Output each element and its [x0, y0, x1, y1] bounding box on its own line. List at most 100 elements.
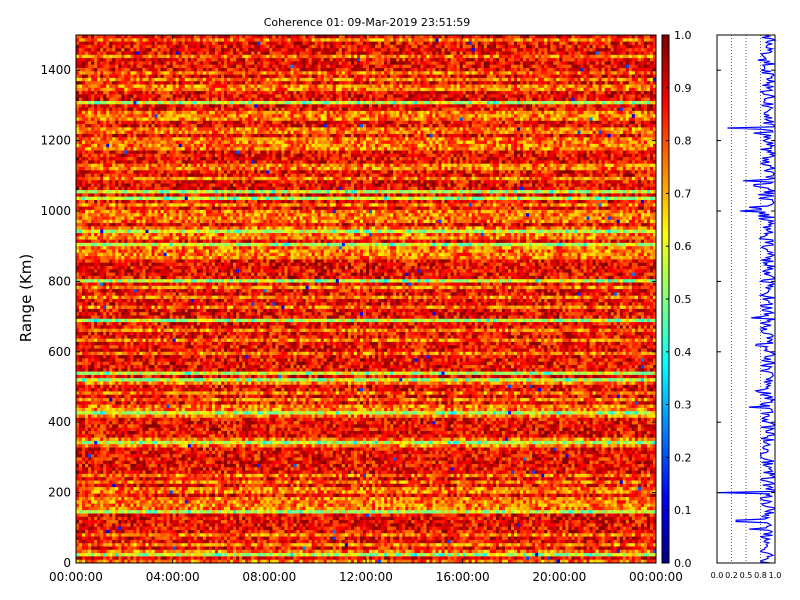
heatmap-cell — [82, 71, 86, 75]
heatmap-cell — [181, 101, 186, 105]
heatmap-cell — [121, 97, 125, 102]
heatmap-cell — [326, 54, 331, 59]
heatmap-cell — [157, 35, 161, 39]
heatmap-cell — [121, 68, 125, 72]
heatmap-cell — [556, 101, 560, 105]
heatmap-cell — [124, 94, 128, 99]
heatmap-cell — [278, 64, 282, 69]
heatmap-cell — [393, 97, 397, 102]
heatmap-cell — [523, 41, 527, 46]
heatmap-cell — [381, 44, 385, 49]
heatmap-cell — [637, 77, 642, 82]
heatmap-cell — [227, 117, 231, 122]
heatmap-cell — [359, 77, 364, 82]
heatmap-cell — [329, 54, 334, 59]
heatmap-cell — [526, 71, 530, 75]
heatmap-cell — [257, 35, 261, 39]
heatmap-cell — [211, 101, 216, 105]
heatmap-cell — [251, 68, 255, 72]
heatmap-cell — [598, 35, 603, 39]
heatmap-cell — [550, 77, 554, 82]
heatmap-cell — [359, 94, 364, 99]
heatmap-cell — [130, 44, 134, 49]
heatmap-cell — [91, 41, 95, 46]
heatmap-cell — [356, 68, 361, 72]
heatmap-cell — [652, 117, 657, 122]
heatmap-cell — [468, 68, 473, 72]
heatmap-cell — [181, 41, 186, 46]
heatmap-cell — [541, 77, 545, 82]
heatmap-cell — [94, 104, 98, 108]
heatmap-cell — [248, 68, 252, 72]
heatmap-cell — [332, 107, 337, 112]
heatmap-cell — [196, 91, 201, 95]
heatmap-cell — [121, 110, 125, 115]
heatmap-cell — [208, 104, 213, 108]
heatmap-cell — [414, 77, 418, 82]
heatmap-cell — [350, 117, 355, 122]
heatmap-cell — [163, 41, 168, 46]
heatmap-cell — [148, 54, 152, 59]
heatmap-cell — [193, 38, 198, 42]
heatmap-cell — [423, 87, 427, 92]
heatmap-cell — [136, 117, 140, 122]
heatmap-cell — [526, 77, 530, 82]
heatmap-cell — [393, 104, 397, 108]
heatmap-cell — [583, 91, 587, 95]
heatmap-cell — [199, 41, 204, 46]
heatmap-cell — [607, 97, 612, 102]
heatmap-cell — [592, 81, 596, 85]
heatmap-cell — [495, 114, 500, 118]
heatmap-cell — [121, 61, 125, 66]
heatmap-cell — [462, 87, 467, 92]
heatmap-cell — [160, 101, 164, 105]
heatmap-cell — [82, 91, 86, 95]
heatmap-cell — [529, 44, 533, 49]
heatmap-cell — [130, 64, 134, 69]
heatmap-cell — [157, 84, 161, 89]
heatmap-cell — [589, 54, 593, 59]
heatmap-cell — [450, 87, 454, 92]
heatmap-cell — [199, 117, 204, 122]
heatmap-cell — [130, 77, 134, 82]
heatmap-cell — [544, 87, 548, 92]
heatmap-cell — [486, 58, 491, 62]
heatmap-cell — [538, 77, 542, 82]
heatmap-cell — [157, 54, 161, 59]
heatmap-cell — [640, 71, 645, 75]
heatmap-cell — [396, 84, 400, 89]
heatmap-cell — [245, 97, 249, 102]
heatmap-cell — [281, 104, 285, 108]
heatmap-cell — [332, 41, 337, 46]
heatmap-cell — [326, 91, 331, 95]
heatmap-cell — [450, 68, 454, 72]
heatmap-cell — [447, 48, 451, 52]
heatmap-cell — [520, 44, 524, 49]
heatmap-cell — [390, 44, 394, 49]
heatmap-cell — [523, 68, 527, 72]
heatmap-cell — [157, 81, 161, 85]
heatmap-cell — [396, 51, 400, 56]
heatmap-cell — [112, 117, 116, 122]
heatmap-cell — [142, 41, 146, 46]
heatmap-cell — [378, 54, 382, 59]
heatmap-cell — [284, 74, 288, 79]
heatmap-cell — [453, 114, 458, 118]
heatmap-cell — [139, 71, 143, 75]
heatmap-cell — [613, 38, 618, 42]
heatmap-cell — [85, 120, 89, 125]
heatmap-cell — [562, 94, 566, 99]
heatmap-cell — [559, 101, 563, 105]
heatmap-cell — [239, 101, 243, 105]
heatmap-cell — [118, 74, 122, 79]
heatmap-cell — [514, 110, 518, 115]
heatmap-cell — [610, 44, 615, 49]
heatmap-cell — [471, 51, 476, 56]
heatmap-cell — [378, 64, 382, 69]
heatmap-cell — [547, 77, 551, 82]
heatmap-cell — [444, 68, 448, 72]
heatmap-cell — [577, 38, 581, 42]
heatmap-cell — [456, 48, 461, 52]
heatmap-cell — [79, 71, 83, 75]
heatmap-cell — [601, 35, 606, 39]
